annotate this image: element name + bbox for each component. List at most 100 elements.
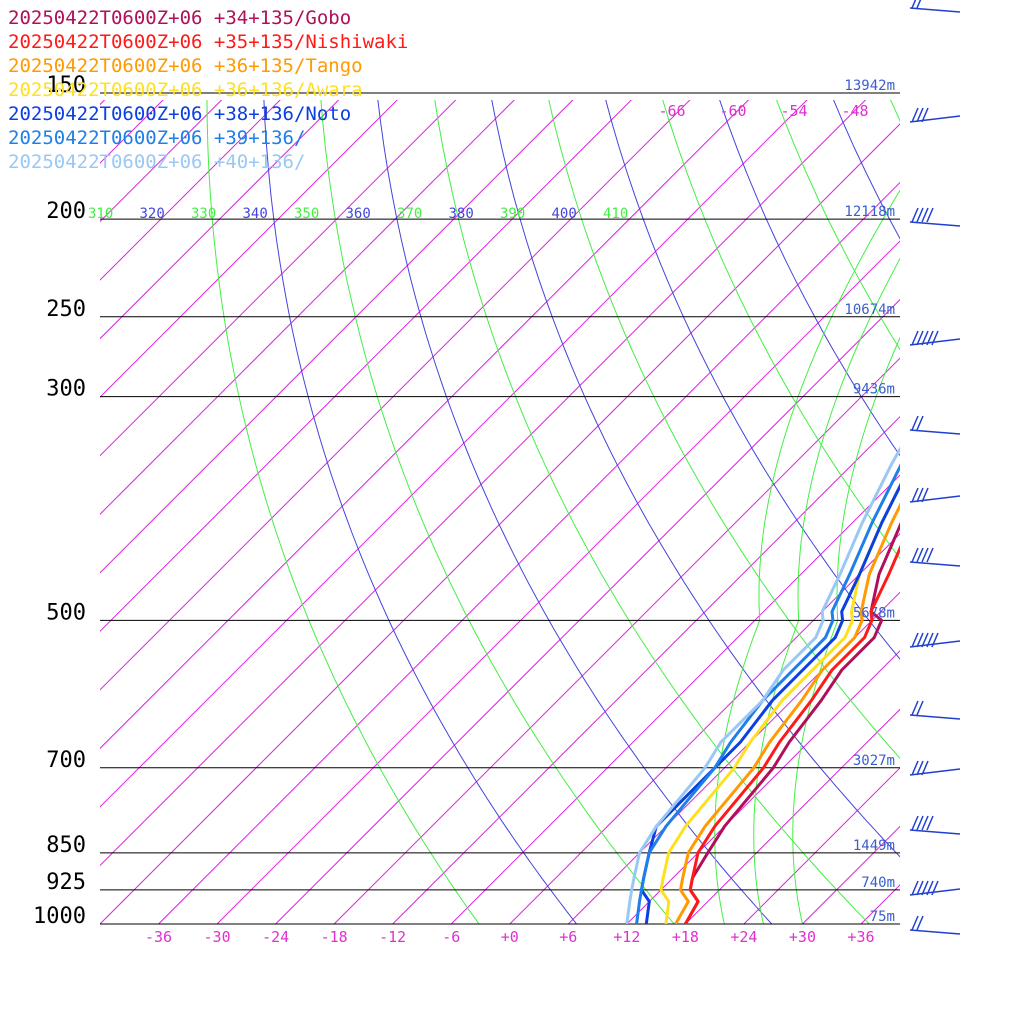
series-line — [659, 482, 900, 924]
pressure-label: 1000 — [33, 904, 86, 929]
dry-adiabat-line — [548, 100, 900, 760]
legend-entry: 20250422T0600Z+06 +36+136/Awara — [8, 79, 363, 101]
x-tick-label: +0 — [501, 928, 519, 946]
theta-label: 310 — [88, 206, 113, 222]
height-label: 9436m — [853, 382, 895, 398]
series-line — [684, 544, 900, 924]
isotherm-line — [100, 100, 574, 574]
wind-barb-icon — [909, 0, 961, 13]
height-label: 3027m — [853, 753, 895, 769]
wind-barb-icon — [909, 760, 961, 776]
dry-adiabat-line — [974, 0, 1024, 924]
x-tick-label: -30 — [204, 928, 231, 946]
isotherm-line — [509, 533, 900, 924]
height-label: 10674m — [844, 302, 895, 318]
height-label: 5678m — [853, 605, 895, 621]
wind-barb-icon — [909, 330, 961, 346]
height-label: 12118m — [844, 204, 895, 220]
theta-label: 360 — [346, 206, 371, 222]
height-label: 740m — [861, 875, 895, 891]
x-tick-label: +30 — [789, 928, 816, 946]
pressure-label: 150 — [46, 73, 86, 98]
isotherm-line — [216, 240, 900, 924]
isotherm-line — [743, 767, 900, 924]
theta-label: 370 — [397, 206, 422, 222]
legend-entry: 20250422T0600Z+06 +39+136/ — [8, 127, 305, 149]
isotherm-label: -54 — [780, 102, 807, 120]
isotherm-line — [100, 100, 808, 808]
theta-label: 390 — [500, 206, 525, 222]
isotherm-label: -48 — [841, 102, 868, 120]
series-line — [674, 502, 900, 924]
isotherm-line — [100, 123, 900, 924]
dry-adiabat-line — [662, 100, 900, 560]
isotherm-line — [100, 100, 515, 515]
wind-barb-icon — [909, 700, 961, 720]
series-line — [684, 521, 900, 924]
x-tick-label: +24 — [730, 928, 757, 946]
dry-adiabat-line — [719, 100, 900, 457]
dry-adiabat-line — [434, 100, 870, 924]
pressure-label: 700 — [46, 748, 86, 773]
theta-label: 350 — [294, 206, 319, 222]
wind-barb-icon — [909, 632, 961, 648]
isotherm-label: -66 — [658, 102, 685, 120]
x-tick-label: -12 — [379, 928, 406, 946]
pressure-label: 250 — [46, 297, 86, 322]
theta-label: 400 — [552, 206, 577, 222]
theta-label: 380 — [449, 206, 474, 222]
isotherm-line — [685, 708, 900, 924]
isotherm-line — [450, 474, 900, 924]
sounding-profiles — [625, 446, 900, 924]
isotherm-line — [275, 298, 900, 924]
isotherm-line — [567, 591, 900, 924]
wind-barb-icon — [909, 107, 961, 123]
wind-barb-icon — [909, 915, 961, 935]
pressure-label: 850 — [46, 833, 86, 858]
legend-entry: 20250422T0600Z+06 +36+135/Tango — [8, 55, 363, 77]
dry-adiabat-line — [833, 100, 900, 240]
dry-adiabat-line — [263, 100, 577, 924]
pressure-label: 200 — [46, 199, 86, 224]
legend-entry: 20250422T0600Z+06 +34+135/Gobo — [8, 7, 351, 29]
series-line — [635, 463, 900, 924]
isotherm-line — [392, 415, 900, 924]
chart-legend: 20250422T0600Z+06 +34+135/Gobo20250422T0… — [8, 7, 408, 173]
theta-label: 320 — [140, 206, 165, 222]
pressure-label: 500 — [46, 600, 86, 625]
legend-entry: 20250422T0600Z+06 +40+136/ — [8, 151, 305, 173]
isobars — [100, 92, 900, 925]
theta-label: 330 — [191, 206, 216, 222]
x-tick-label: -36 — [145, 928, 172, 946]
theta-label: 410 — [603, 206, 628, 222]
series-line — [625, 446, 900, 924]
isotherm-line — [100, 100, 867, 867]
dry-adiabat-line — [776, 100, 900, 351]
height-label: 13942m — [844, 78, 895, 94]
isotherm-line — [100, 100, 750, 750]
isotherm-line — [100, 100, 457, 457]
wind-barb-icon — [909, 487, 961, 503]
pressure-label: 925 — [46, 870, 86, 895]
axis-labels: 10016433m15013942m20012118m25010674m3009… — [33, 73, 895, 946]
x-tick-label: -6 — [442, 928, 460, 946]
pressure-label: 300 — [46, 377, 86, 402]
isotherm-line — [626, 650, 900, 924]
isotherm-line — [158, 181, 900, 924]
moist-adiabat-line — [753, 257, 900, 924]
x-tick-label: +36 — [847, 928, 874, 946]
wind-barb-icon — [909, 815, 961, 835]
isotherm-label: -60 — [719, 102, 746, 120]
dry-adiabat-line — [924, 0, 1024, 924]
wind-barb-icon — [909, 880, 961, 896]
legend-entry: 20250422T0600Z+06 +35+135/Nishiwaki — [8, 31, 408, 53]
series-line — [640, 482, 900, 924]
height-label: 75m — [870, 909, 895, 925]
isotherm-line — [100, 100, 633, 633]
x-tick-label: +18 — [672, 928, 699, 946]
height-label: 1449m — [853, 838, 895, 854]
x-tick-label: +6 — [559, 928, 577, 946]
dry-adiabat-line — [873, 0, 1024, 924]
dry-adiabat-line — [377, 100, 773, 924]
